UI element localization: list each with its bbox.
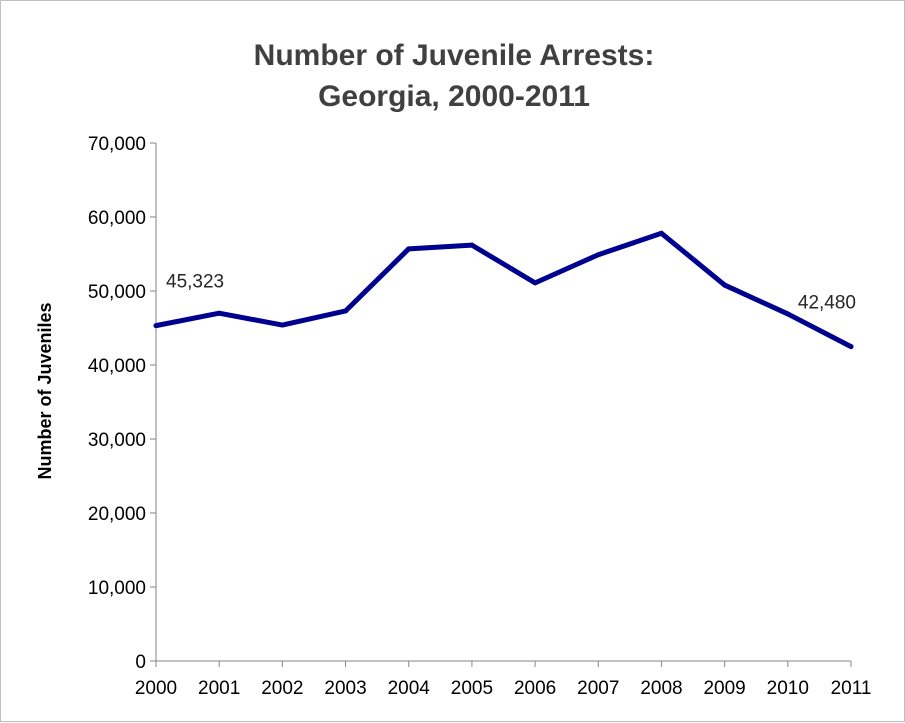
y-tick-label: 0 (135, 652, 146, 673)
y-axis-label: Number of Juveniles (35, 302, 55, 479)
x-tick-label: 2008 (640, 678, 682, 699)
y-tick-label: 40,000 (88, 356, 146, 377)
x-tick-label: 2003 (324, 678, 366, 699)
data-point (406, 246, 412, 252)
data-point (532, 280, 538, 286)
data-labels-layer: 45,323 42,480 (166, 272, 856, 314)
data-point (279, 322, 285, 328)
x-tick-label: 2000 (135, 678, 177, 699)
data-label: 42,480 (798, 293, 856, 314)
y-tick-label: 10,000 (88, 578, 146, 599)
data-label: 45,323 (166, 272, 224, 293)
y-tick-label: 60,000 (88, 208, 146, 229)
x-tick-label: 2001 (198, 678, 240, 699)
data-point (343, 308, 349, 314)
chart-title-line-2: Georgia, 2000-2011 (318, 80, 590, 113)
x-tick-label: 2005 (451, 678, 493, 699)
data-point (658, 230, 664, 236)
data-point (216, 310, 222, 316)
x-tick-label: 2006 (514, 678, 556, 699)
x-tick-label: 2011 (831, 678, 872, 699)
data-point (153, 323, 159, 329)
data-point (785, 311, 791, 317)
series-layer (153, 230, 854, 350)
x-tick-label: 2002 (261, 678, 303, 699)
x-tick-label: 2010 (767, 678, 809, 699)
data-point (848, 344, 854, 350)
x-tick-label: 2009 (703, 678, 745, 699)
series-line (153, 230, 854, 350)
y-tick-label: 70,000 (88, 134, 146, 155)
y-tick-label: 20,000 (88, 504, 146, 525)
y-tick-label: 50,000 (88, 282, 146, 303)
x-tick-label: 2004 (388, 678, 431, 699)
data-point (722, 282, 728, 288)
x-tick-label: 2007 (577, 678, 619, 699)
data-point (469, 242, 475, 248)
y-tick-label: 30,000 (88, 430, 146, 451)
data-point (595, 252, 601, 258)
chart-title-line-1: Number of Juvenile Arrests: (254, 39, 655, 72)
axes-layer: 0 10,000 20,000 30,000 40,000 50,000 60,000 70,… (88, 134, 872, 699)
